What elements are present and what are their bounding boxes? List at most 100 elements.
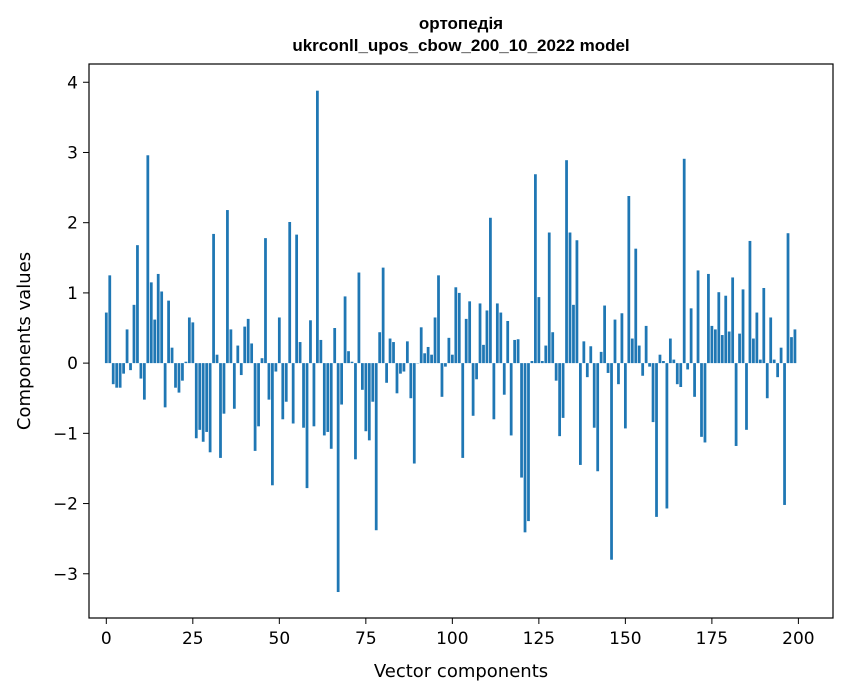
bar-117 [509, 363, 513, 436]
bar-49 [274, 363, 278, 372]
bar-118 [513, 339, 517, 364]
bar-182 [734, 363, 738, 446]
bar-7 [129, 363, 132, 371]
y-tick-label: 2 [67, 214, 78, 234]
bar-123 [530, 361, 534, 364]
bar-199 [793, 329, 797, 364]
bar-139 [585, 363, 589, 378]
bar-196 [783, 363, 786, 505]
bar-81 [385, 363, 388, 383]
bar-127 [544, 345, 548, 364]
bar-165 [675, 363, 679, 385]
bar-162 [665, 363, 669, 509]
bar-64 [326, 363, 330, 432]
bar-34 [222, 363, 226, 414]
bar-30 [208, 363, 212, 453]
bar-21 [177, 363, 181, 393]
bar-192 [769, 317, 773, 364]
bar-154 [637, 345, 641, 364]
bar-195 [779, 347, 783, 364]
x-tick-label: 75 [355, 629, 377, 649]
bar-68 [340, 363, 343, 405]
y-tick-label: −3 [53, 565, 78, 585]
bar-43 [253, 363, 257, 451]
bar-121 [523, 363, 527, 533]
bar-130 [554, 363, 558, 381]
bar-6 [125, 329, 129, 364]
bar-179 [724, 295, 728, 364]
bar-137 [579, 363, 582, 465]
bar-193 [772, 359, 776, 364]
bar-128 [547, 232, 551, 364]
bar-134 [568, 232, 572, 364]
bar-144 [603, 305, 606, 364]
bar-114 [499, 312, 503, 364]
bar-75 [364, 363, 368, 432]
bar-188 [755, 312, 759, 364]
bar-5 [122, 363, 125, 374]
bar-38 [236, 345, 240, 364]
bar-135 [572, 304, 575, 364]
bar-146 [610, 363, 613, 560]
bar-126 [540, 361, 544, 364]
bar-78 [374, 363, 378, 531]
bar-51 [281, 363, 285, 420]
bar-161 [662, 361, 665, 364]
bar-17 [163, 363, 167, 408]
bar-112 [492, 363, 496, 420]
bar-35 [226, 210, 229, 364]
bar-93 [426, 346, 430, 364]
bar-164 [672, 359, 676, 364]
bar-110 [485, 310, 489, 364]
bar-89 [412, 363, 416, 464]
bar-189 [758, 359, 762, 364]
bar-147 [613, 319, 617, 364]
bar-172 [700, 363, 703, 437]
bar-18 [167, 300, 170, 364]
bar-23 [184, 361, 188, 364]
bar-100 [450, 354, 454, 364]
bar-66 [333, 328, 337, 364]
bar-13 [149, 282, 153, 364]
bar-33 [219, 363, 222, 458]
x-tick-label: 150 [609, 629, 641, 649]
bar-55 [295, 234, 299, 364]
bar-106 [471, 363, 475, 416]
bar-37 [232, 363, 236, 409]
bar-79 [378, 332, 382, 364]
bar-170 [693, 363, 696, 397]
bar-83 [392, 342, 395, 364]
bar-2 [111, 363, 115, 385]
bar-125 [537, 297, 541, 364]
bar-166 [679, 363, 683, 387]
bar-86 [402, 363, 406, 372]
bar-143 [599, 351, 603, 364]
bar-96 [437, 275, 440, 364]
bar-156 [644, 325, 648, 364]
bar-95 [433, 317, 437, 364]
bar-59 [309, 320, 312, 364]
bar-11 [142, 363, 146, 400]
bar-91 [419, 327, 423, 364]
bar-62 [319, 339, 323, 364]
bar-28 [201, 363, 205, 442]
bar-50 [277, 317, 281, 364]
bar-54 [291, 363, 295, 424]
bar-197 [786, 233, 790, 364]
bar-151 [627, 196, 631, 364]
bar-191 [765, 363, 769, 399]
bar-72 [354, 363, 357, 460]
x-tick-label: 200 [782, 629, 814, 649]
bar-184 [741, 289, 745, 364]
bar-10 [139, 363, 143, 379]
bar-22 [181, 363, 184, 381]
bar-111 [489, 217, 492, 364]
plot-frame [88, 63, 834, 619]
bar-82 [388, 338, 392, 364]
bar-102 [457, 292, 461, 364]
bar-131 [558, 363, 562, 437]
y-tick-label: 3 [67, 143, 78, 163]
bar-113 [495, 303, 499, 364]
bar-58 [305, 363, 309, 489]
bar-119 [516, 339, 520, 364]
